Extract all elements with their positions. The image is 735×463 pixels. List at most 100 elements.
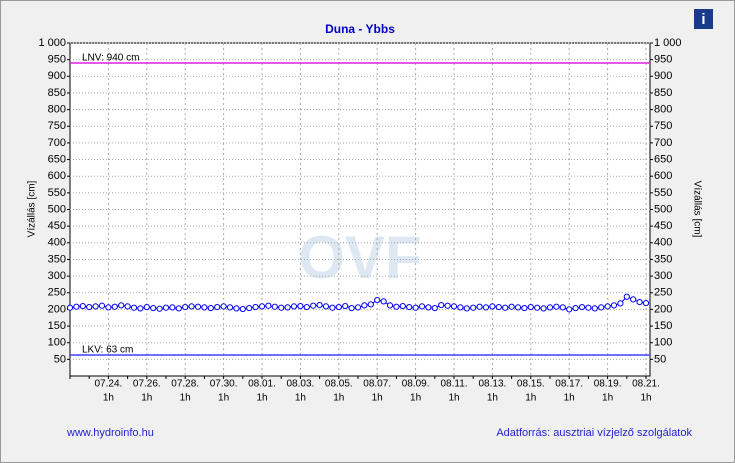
x-tick-label: 07.30. [210,379,238,390]
data-point [444,302,451,309]
data-point [278,304,285,311]
data-point [194,303,202,310]
y2-tick-label: 1 000 [654,37,682,49]
data-point [450,303,458,310]
y2-tick-label: 200 [654,303,672,315]
y-tick-label: 800 [48,104,66,116]
x-tick-sublabel: 1h [487,393,498,404]
data-point [425,304,432,311]
data-point [502,304,509,311]
data-point [591,305,598,312]
data-point [380,298,387,305]
y-tick-label: 650 [48,153,66,165]
data-point [540,305,547,312]
data-point [252,303,259,311]
y-tick-label: 400 [48,237,66,249]
data-point [169,304,176,311]
data-point [342,302,349,310]
data-point [79,302,86,310]
x-tick-sublabel: 1h [295,393,306,404]
x-tick-label: 07.28. [171,379,199,390]
info-button[interactable] [694,9,713,29]
x-tick-label: 08.09. [402,379,430,390]
data-point [290,303,298,310]
x-tick-sublabel: 1h [448,393,459,404]
data-point [566,306,573,313]
data-point [457,304,464,311]
data-point [246,304,253,312]
data-point [322,303,330,310]
y-tick-label: 300 [48,270,66,282]
y2-tick-label: 300 [654,270,672,282]
footer-left: www.hydroinfo.hu [66,427,154,439]
data-point [559,304,566,311]
data-point [374,296,381,304]
data-point [335,303,342,311]
data-point [476,303,483,310]
data-point [233,305,240,312]
y-tick-label: 350 [48,253,66,265]
y2-tick-label: 800 [654,104,672,116]
y2-tick-label: 350 [654,253,672,265]
data-point [182,303,189,311]
footer-right: Adatforrás: ausztriai vízjelző szolgálat… [496,427,692,439]
y2-tick-label: 650 [654,153,672,165]
data-point [463,305,470,312]
data-point [470,304,477,311]
y2-tick-label: 900 [654,70,672,82]
data-point [572,304,579,312]
data-point [162,304,170,311]
data-point [73,303,80,310]
data-point [534,304,541,311]
y-tick-label: 900 [48,70,66,82]
x-tick-label: 08.19. [594,379,622,390]
data-point [636,298,643,306]
data-point [553,303,560,310]
y2-tick-label: 100 [654,337,672,349]
y2-tick-label: 150 [654,320,672,332]
data-point [207,304,214,312]
data-point [527,303,534,311]
data-point [578,303,586,311]
y-tick-label: 200 [48,303,66,315]
data-point [617,300,624,307]
y2-tick-label: 750 [654,120,672,132]
y2-tick-label: 850 [654,87,672,99]
data-point [642,299,650,307]
data-point [226,304,234,311]
data-point [489,303,496,310]
data-point [239,305,246,313]
data-point [175,305,182,312]
data-point [546,304,554,311]
data-point [329,304,336,311]
data-point [431,304,438,312]
x-tick-label: 07.26. [133,379,161,390]
y2-tick-label: 450 [654,220,672,232]
data-point [310,302,317,309]
y-tick-label: 950 [48,54,66,66]
data-point [201,304,208,311]
data-point [258,303,266,310]
x-tick-sublabel: 1h [333,393,344,404]
x-tick-label: 08.03. [286,379,314,390]
y-tick-label: 250 [48,287,66,299]
data-point [386,302,394,309]
data-point [303,303,310,311]
data-point [98,302,106,309]
y-axis-label: Vízállás [cm] [27,180,38,237]
x-tick-sublabel: 1h [141,393,152,404]
data-point [137,305,144,312]
data-point [271,303,278,310]
y-tick-label: 1 000 [38,37,66,49]
x-tick-sublabel: 1h [180,393,191,404]
x-tick-label: 07.24. [94,379,122,390]
x-tick-sublabel: 1h [602,393,613,404]
info-icon[interactable]: i [701,11,705,28]
data-point [399,302,406,310]
x-tick-sublabel: 1h [256,393,267,404]
data-point [438,301,445,309]
y-tick-label: 700 [48,137,66,149]
reference-label: LKV: 63 cm [82,345,133,356]
data-point [316,301,323,309]
data-point [188,303,195,310]
